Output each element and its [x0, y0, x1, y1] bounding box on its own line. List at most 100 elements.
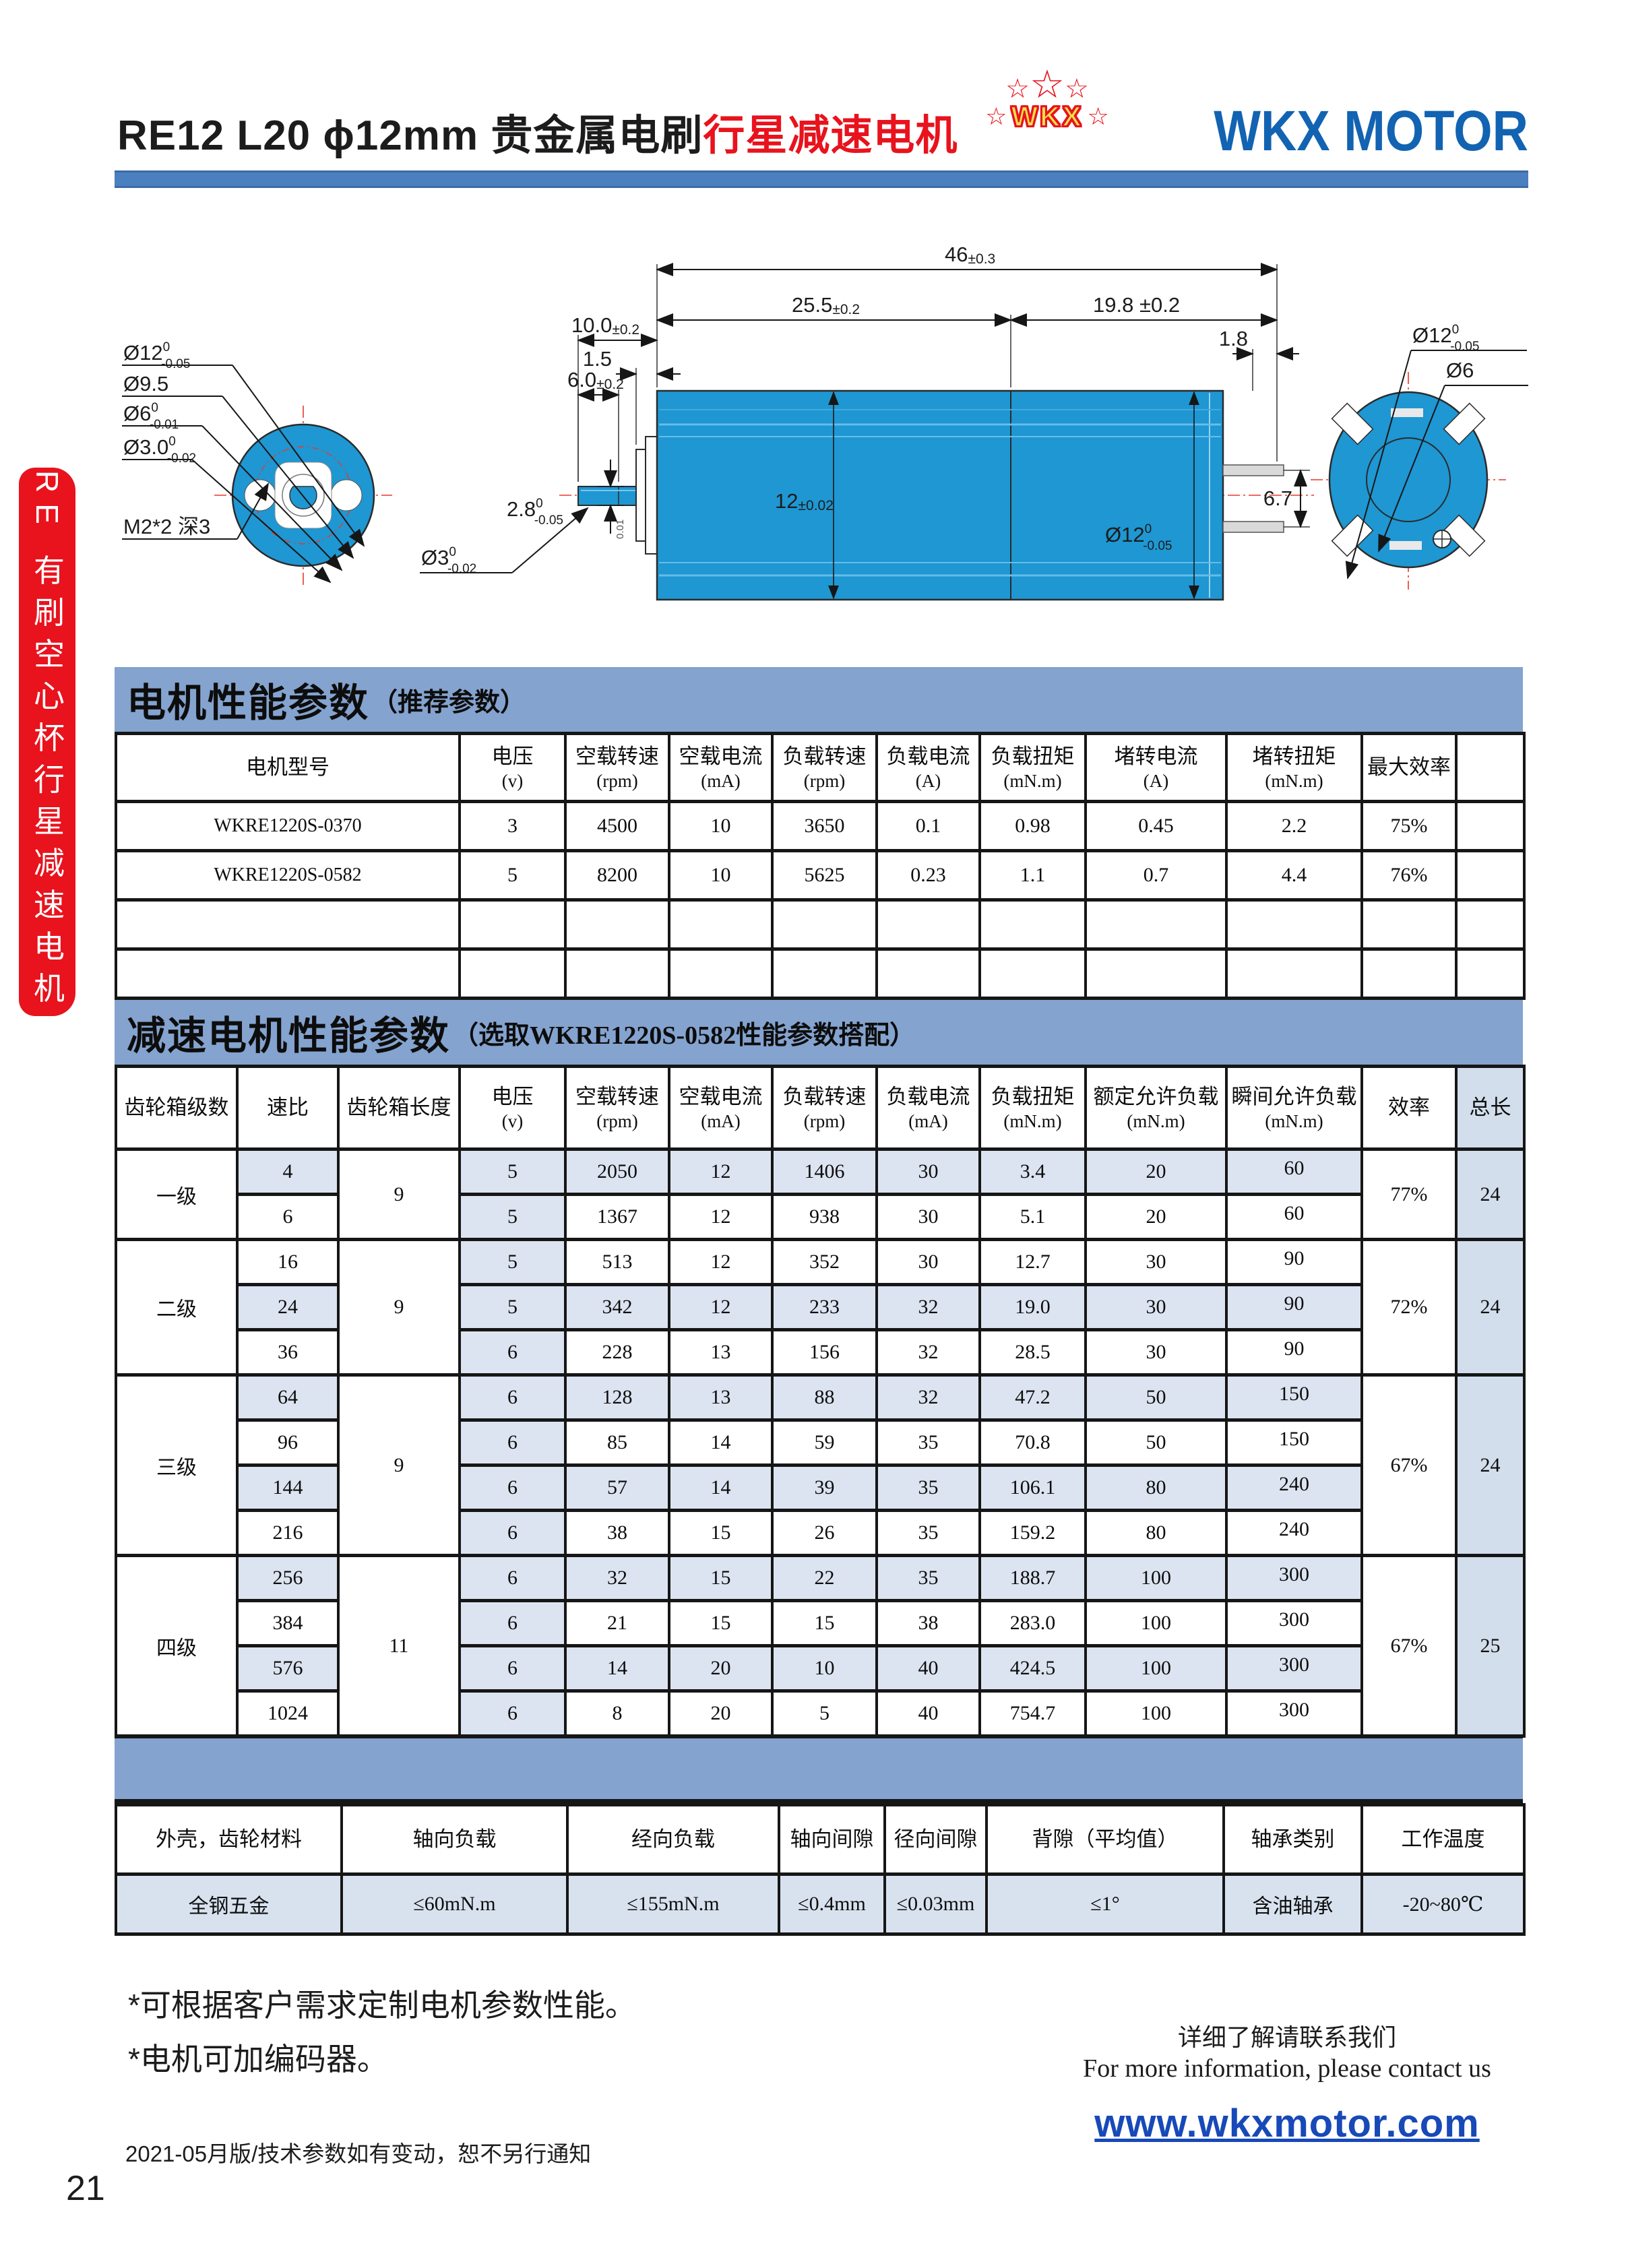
page-number: 21: [66, 2169, 105, 2208]
ratio-cell: 16: [236, 1238, 340, 1286]
value-cell: 38: [564, 1509, 670, 1557]
value-cell-1-2: 10: [668, 849, 774, 902]
column-header-0: 齿轮箱级数: [115, 1065, 239, 1151]
gear-table: 齿轮箱级数 速比 齿轮箱长度 电压 (v) 空载转速 (rpm) 空载电流 (mA) 负载转速 (r…: [115, 1065, 1526, 1738]
value-cell: 283.0: [978, 1599, 1087, 1647]
ratio-cell: 96: [236, 1418, 340, 1467]
column-header-12: 总长: [1455, 1065, 1526, 1151]
efficiency-cell-3: 67%: [1360, 1554, 1458, 1738]
value-cell: 6: [458, 1373, 567, 1422]
website-link[interactable]: www.wkxmotor.com: [1094, 2102, 1480, 2145]
efficiency-cell-0: 77%: [1360, 1147, 1458, 1241]
edition-note: 2021-05月版/技术参数如有变动，恕不另行通知: [125, 2141, 592, 2166]
table-row: 24 5 342 12 233 32 19.0 30 90: [116, 1283, 1524, 1331]
ratio-cell: 24: [236, 1283, 340, 1331]
dim-gearbox-length: 25.5±0.2: [792, 293, 860, 317]
spec-value-6: 含油轴承: [1222, 1872, 1363, 1936]
value-cell: 12: [668, 1238, 774, 1286]
column-header-3: 空载电流 (mA): [668, 732, 774, 803]
value-cell: 50: [1084, 1418, 1228, 1467]
empty-cell: [564, 898, 670, 951]
spec-header-3: 轴向间隙: [778, 1803, 886, 1876]
value-cell: 352: [771, 1238, 878, 1286]
column-header-1: 电压 (v): [458, 732, 567, 803]
stage-cell-0: 一级: [115, 1147, 239, 1241]
motor-table-title-band: 电机性能参数 （推荐参数）: [115, 667, 1523, 732]
empty-cell: [875, 947, 981, 1000]
spec-header-7: 工作温度: [1360, 1803, 1526, 1876]
column-header-5: 负载电流 (A): [875, 732, 981, 803]
column-header-9: 额定允许负载 (mN.m): [1084, 1065, 1228, 1151]
empty-cell: [771, 898, 878, 951]
value-cell: 20: [1084, 1193, 1228, 1241]
table-row: WKRE1220S-0370 3 4500 10 3650 0.1 0.98 0.45 2.2 7…: [115, 800, 1526, 852]
value-cell: 30: [1084, 1238, 1228, 1286]
total-length-cell-0: 24: [1455, 1147, 1526, 1241]
value-cell: 8: [564, 1689, 670, 1738]
value-cell-0-6: 0.45: [1084, 800, 1228, 852]
page-title-red: 行星减速电机: [703, 113, 958, 159]
page-title-black: 贵金属电刷: [491, 113, 703, 159]
value-cell-0-7: 2.2: [1225, 800, 1363, 852]
instant-load-cell: 60: [1225, 1193, 1363, 1241]
table-row: 三级 64 9 6 128 13 88 32 47.2 50 150 67% 24: [115, 1373, 1526, 1557]
gearbox-length-cell-0: 9: [337, 1147, 461, 1241]
gear-table-title-band: 减速电机性能参数 （选取WKRE1220S-0582性能参数搭配）: [115, 1000, 1523, 1065]
value-cell: 80: [1084, 1509, 1228, 1557]
header-divider: [115, 170, 1528, 188]
spec-header-2: 经向负载: [566, 1803, 780, 1876]
value-cell: 50: [1084, 1373, 1228, 1422]
value-cell: 40: [875, 1644, 981, 1693]
mount-hole: [244, 479, 276, 511]
value-cell-0-9: [1455, 800, 1526, 852]
value-cell: 39: [771, 1463, 878, 1512]
table-row: 一级 4 9 5 2050 12 1406 30 3.4 20 60 77% 24: [115, 1147, 1526, 1241]
value-cell: 21: [564, 1599, 670, 1647]
ratio-cell: 4: [236, 1147, 340, 1196]
value-cell: 342: [564, 1283, 670, 1331]
value-cell: 6: [458, 1463, 567, 1512]
side-view: 46±0.3 25.5±0.2 19.8 ±0.2 10.0±0.2 1.5 1…: [420, 243, 1314, 601]
dim-body-height: 12±0.02: [775, 489, 834, 513]
contact-line-en: For more information, please contact us: [1083, 2054, 1491, 2083]
gearbox-length-cell-2: 9: [337, 1373, 461, 1557]
value-cell: 14: [668, 1418, 774, 1467]
front-end-view: Ø120 -0.05 Ø9.5 Ø60 -0.01 Ø3.00 -0.02 M2*2 …: [122, 340, 392, 585]
value-cell: 6: [458, 1509, 567, 1557]
value-cell: 32: [875, 1283, 981, 1331]
table-row: 384 6 21 15 15 38 283.0 100 300: [116, 1599, 1524, 1647]
value-cell: 5.1: [978, 1193, 1087, 1241]
value-cell: 35: [875, 1418, 981, 1467]
value-cell-1-8: 76%: [1360, 849, 1458, 902]
value-cell: 3.4: [978, 1147, 1087, 1196]
instant-load-cell: 90: [1225, 1283, 1363, 1331]
dim-tap: M2*2 深3: [123, 515, 210, 538]
instant-load-cell: 300: [1225, 1554, 1363, 1602]
star-icon: ☆: [1030, 63, 1065, 106]
technical-drawing: Ø120 -0.05 Ø9.5 Ø60 -0.01 Ø3.00 -0.02 M2*2 …: [122, 243, 1528, 601]
value-cell: 10: [771, 1644, 878, 1693]
value-cell-1-0: 5: [458, 849, 567, 902]
value-cell-0-0: 3: [458, 800, 567, 852]
dim-pilot: Ø60 -0.01: [123, 401, 179, 432]
total-length-cell-3: 25: [1455, 1554, 1526, 1738]
value-cell: 47.2: [978, 1373, 1087, 1422]
spec-header-0: 外壳，齿轮材料: [115, 1803, 343, 1876]
dim-flange-thickness: 1.5: [583, 347, 612, 371]
value-cell: 20: [668, 1644, 774, 1693]
value-cell-1-5: 1.1: [978, 849, 1087, 902]
column-header-7: 堵转电流 (A): [1084, 732, 1228, 803]
value-cell: 513: [564, 1238, 670, 1286]
flange-plate: [635, 449, 646, 542]
ratio-cell: 64: [236, 1373, 340, 1422]
star-icon: ☆: [1005, 74, 1030, 104]
total-length-cell-2: 24: [1455, 1373, 1526, 1557]
empty-cell: [668, 898, 774, 951]
value-cell: 80: [1084, 1463, 1228, 1512]
empty-cell: [1225, 898, 1363, 951]
value-cell: 5: [458, 1283, 567, 1331]
stage-cell-1: 二级: [115, 1238, 239, 1377]
empty-cell: [668, 947, 774, 1000]
column-header-2: 齿轮箱长度: [337, 1065, 461, 1151]
column-header-6: 负载扭矩 (mN.m): [978, 732, 1087, 803]
